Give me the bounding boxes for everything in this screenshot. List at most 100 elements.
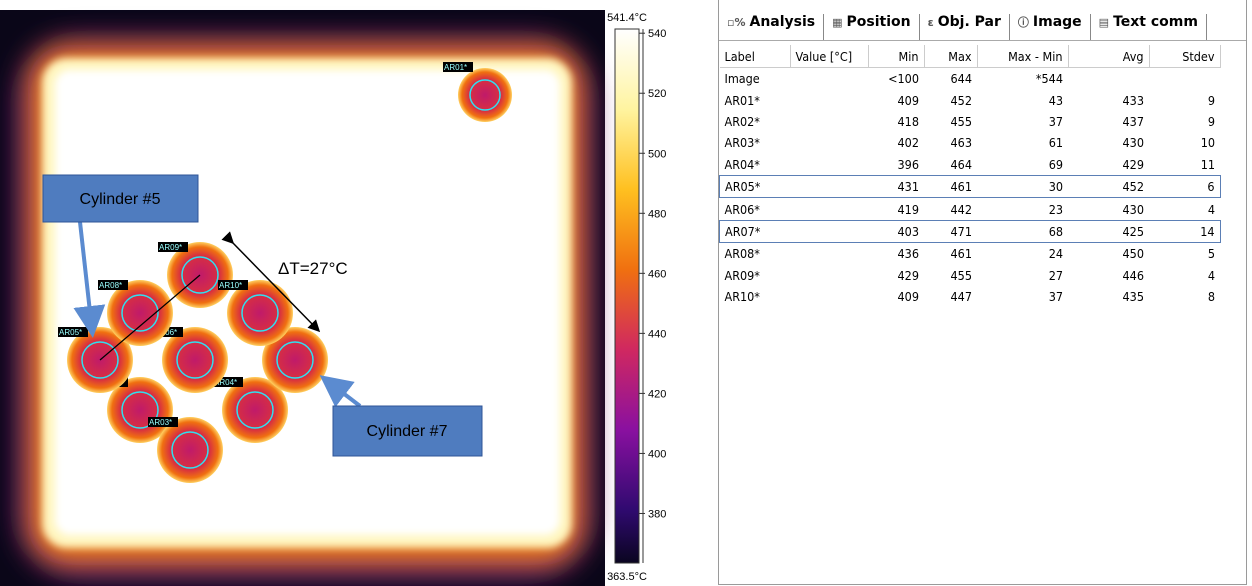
table-cell: 396 [868, 154, 924, 176]
table-row: AR06*419442234304 [720, 198, 1221, 220]
table-cell: 418 [868, 111, 924, 132]
table-cell: 30 [977, 175, 1068, 197]
colorbar-tick-label: 500 [648, 148, 666, 160]
tab-icon: ⓘ [1018, 16, 1029, 29]
table-cell: 8 [1149, 286, 1220, 307]
cylinder [458, 68, 512, 122]
tab-label[interactable]: Position [847, 14, 911, 30]
column-header: Label [720, 45, 791, 68]
area-label: AR10* [219, 281, 242, 290]
table-cell [790, 220, 868, 242]
tab[interactable]: ▤ Text comm [1091, 14, 1207, 40]
table-row: AR08*436461244505 [720, 243, 1221, 265]
table-cell [790, 68, 868, 90]
tab[interactable]: ε Obj. Par [920, 14, 1010, 40]
table-cell: *544 [977, 68, 1068, 90]
table-cell: Image [720, 68, 791, 90]
table-cell: 455 [924, 265, 977, 286]
table-cell: 5 [1149, 243, 1220, 265]
tab-label[interactable]: Analysis [749, 14, 815, 30]
table-cell: AR06* [720, 198, 791, 220]
table-cell: 644 [924, 68, 977, 90]
table-cell: 37 [977, 286, 1068, 307]
area-label: AR09* [159, 243, 182, 252]
table-cell: 4 [1149, 265, 1220, 286]
colorbar-tick-label: 460 [648, 268, 666, 280]
tab-label[interactable]: Obj. Par [938, 14, 1001, 30]
analysis-panel: ▫% Analysis ▦ Position ε Obj. Par ⓘ Image ▤ Text … [718, 0, 1247, 585]
colorbar-tick-label: 420 [648, 388, 666, 400]
table-cell: 433 [1068, 89, 1149, 110]
tab-icon: ε [928, 16, 934, 29]
column-header: Max [924, 45, 977, 68]
area-label: AR03* [149, 418, 172, 427]
table-cell: 442 [924, 198, 977, 220]
column-header: Value [°C] [790, 45, 868, 68]
column-header: Stdev [1149, 45, 1220, 68]
callout-text: Cylinder #5 [80, 191, 161, 208]
colorbar-min: 363.5°C [607, 571, 647, 583]
table-cell: 464 [924, 154, 977, 176]
table-cell [790, 265, 868, 286]
table-cell: 409 [868, 89, 924, 110]
table-cell: 461 [924, 175, 977, 197]
table-cell [790, 175, 868, 197]
colorbar-tick-label: 540 [648, 28, 666, 40]
table-cell: 11 [1149, 154, 1220, 176]
tab[interactable]: ⓘ Image [1010, 14, 1091, 40]
table-cell: 429 [868, 265, 924, 286]
colorbar [615, 29, 639, 563]
area-label: AR01* [444, 63, 467, 72]
table-cell: 431 [868, 175, 924, 197]
table-cell: 450 [1068, 243, 1149, 265]
table-cell [790, 286, 868, 307]
table-cell: AR02* [720, 111, 791, 132]
tab[interactable]: ▫% Analysis [719, 14, 824, 40]
table-cell: 68 [977, 220, 1068, 242]
table-cell: AR03* [720, 132, 791, 153]
table-cell [790, 154, 868, 176]
table-cell: AR01* [720, 89, 791, 110]
table-cell: 471 [924, 220, 977, 242]
table-cell: 461 [924, 243, 977, 265]
column-header: Avg [1068, 45, 1149, 68]
tab-label[interactable]: Image [1033, 14, 1082, 30]
table-cell [790, 243, 868, 265]
table-cell: 436 [868, 243, 924, 265]
colorbar-tick-label: 520 [648, 88, 666, 100]
table-cell: 437 [1068, 111, 1149, 132]
table-cell: AR09* [720, 265, 791, 286]
colorbar-tick-label: 480 [648, 208, 666, 220]
table-cell: AR10* [720, 286, 791, 307]
colorbar-max: 541.4°C [607, 12, 647, 24]
thermal-view: AR01*AR02*AR03*AR04*AR05*AR06*AR07*AR08*… [0, 0, 705, 586]
table-cell: 425 [1068, 220, 1149, 242]
table-cell [790, 132, 868, 153]
table-cell: 37 [977, 111, 1068, 132]
table-cell: 429 [1068, 154, 1149, 176]
table-cell: 14 [1149, 220, 1220, 242]
table-cell: 61 [977, 132, 1068, 153]
table-cell [1149, 68, 1220, 90]
table-cell: 69 [977, 154, 1068, 176]
table-cell: 419 [868, 198, 924, 220]
tab-icon: ▫% [727, 16, 745, 29]
table-cell: 9 [1149, 111, 1220, 132]
tab-icon: ▦ [832, 16, 842, 29]
table-cell: 452 [1068, 175, 1149, 197]
tab-label[interactable]: Text comm [1113, 14, 1198, 30]
table-cell: 435 [1068, 286, 1149, 307]
tab-icon: ▤ [1099, 16, 1109, 29]
table-cell: 430 [1068, 198, 1149, 220]
tab[interactable]: ▦ Position [824, 14, 920, 40]
table-cell: 446 [1068, 265, 1149, 286]
table-cell: 4 [1149, 198, 1220, 220]
